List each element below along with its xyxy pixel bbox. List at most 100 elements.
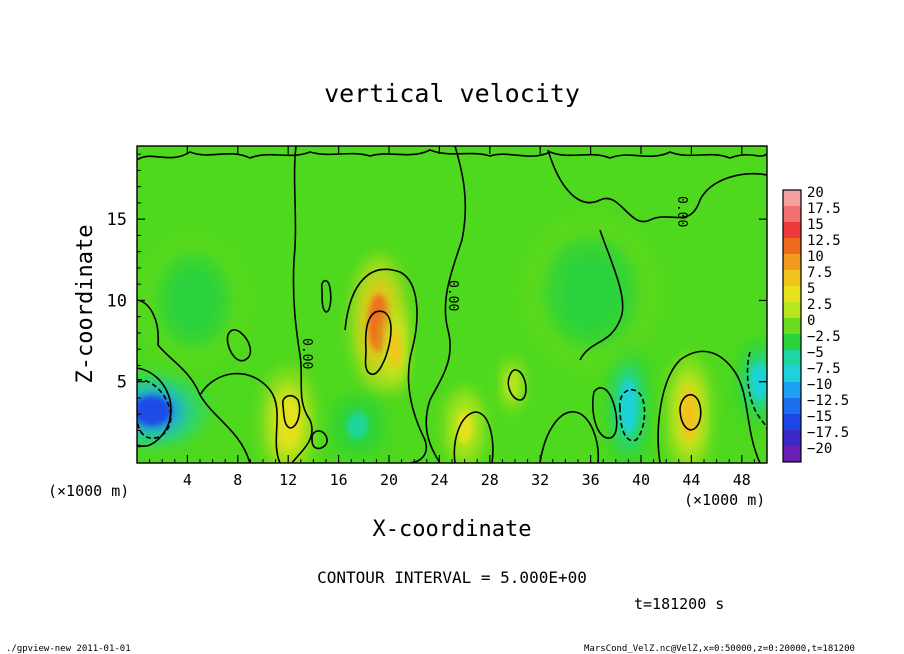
contour-line bbox=[137, 149, 767, 161]
field-core bbox=[172, 271, 216, 330]
colorbar-label: −20 bbox=[807, 441, 832, 457]
x-tick-label: 12 bbox=[279, 471, 297, 489]
contour-line bbox=[453, 411, 494, 463]
x-tick-label: 44 bbox=[682, 471, 700, 489]
field-core bbox=[137, 395, 172, 427]
field-core bbox=[563, 258, 618, 327]
x-tick-label: 24 bbox=[430, 471, 448, 489]
colorbar-label: 5 bbox=[807, 281, 815, 297]
field-core bbox=[456, 410, 473, 445]
colorbar-label: 20 bbox=[807, 185, 824, 201]
colorbar: 2017.51512.5107.552.50−2.5−5−7.5−10−12.5… bbox=[782, 185, 849, 463]
colorbar-swatch bbox=[783, 190, 801, 207]
contour-line bbox=[657, 350, 761, 463]
colorbar-label: −2.5 bbox=[807, 329, 841, 345]
contour-label: 0.00 bbox=[674, 196, 689, 227]
y-tick-label: 5 bbox=[117, 373, 127, 393]
chart-title: vertical velocity bbox=[324, 79, 580, 108]
contour-line bbox=[226, 329, 252, 362]
time-label: t=181200 s bbox=[634, 595, 724, 613]
contour-line bbox=[679, 393, 702, 431]
colorbar-label: −17.5 bbox=[807, 425, 849, 441]
contour-line bbox=[364, 310, 392, 376]
field-core bbox=[277, 398, 300, 447]
footer-right: MarsCond_VelZ.nc@VelZ,x=0:50000,z=0:2000… bbox=[584, 644, 855, 654]
footer-left: ./gpview-new 2011-01-01 bbox=[6, 644, 131, 654]
colorbar-swatch bbox=[783, 206, 801, 223]
x-tick-label: 32 bbox=[531, 471, 549, 489]
contour-line bbox=[137, 299, 251, 463]
contour-line bbox=[137, 367, 172, 447]
field-core bbox=[679, 388, 698, 440]
x-axis-ticks: 4 8 12 16 20 24 28 32 36 40 44 48 bbox=[149, 146, 755, 489]
colorbar-label: −10 bbox=[807, 377, 832, 393]
colorbar-swatch bbox=[783, 366, 801, 383]
x-tick-label: 20 bbox=[380, 471, 398, 489]
colorbar-label: 12.5 bbox=[807, 233, 841, 249]
contour-line bbox=[592, 387, 618, 439]
x-tick-label: 16 bbox=[330, 471, 348, 489]
contour-line bbox=[320, 279, 332, 313]
x-tick-label: 36 bbox=[582, 471, 600, 489]
colorbar-swatch bbox=[783, 238, 801, 255]
colorbar-swatch bbox=[783, 382, 801, 399]
colorbar-swatch bbox=[783, 318, 801, 335]
colorbar-label: −15 bbox=[807, 409, 832, 425]
field-core bbox=[389, 330, 401, 368]
field-core bbox=[750, 363, 767, 401]
colorbar-swatch bbox=[783, 222, 801, 239]
field-core bbox=[346, 412, 369, 440]
colorbar-swatch bbox=[783, 446, 801, 463]
colorbar-label: −12.5 bbox=[807, 393, 849, 409]
contour-interval: CONTOUR INTERVAL = 5.000E+00 bbox=[317, 568, 587, 587]
contour-lines bbox=[137, 146, 767, 463]
contour-line bbox=[579, 229, 624, 361]
colorbar-label: 0 bbox=[807, 313, 815, 329]
colorbar-swatch bbox=[783, 286, 801, 303]
y-tick-label: 15 bbox=[107, 210, 127, 230]
contour-line-negative bbox=[618, 388, 646, 442]
contour-label: 0.00 bbox=[299, 338, 314, 369]
colorbar-swatch bbox=[783, 430, 801, 447]
contour-line-negative bbox=[746, 351, 767, 431]
contour-line bbox=[539, 411, 600, 463]
colorbar-swatch bbox=[783, 254, 801, 271]
colorbar-label: −7.5 bbox=[807, 361, 841, 377]
colorbar-swatch bbox=[783, 302, 801, 319]
colorbar-label: −5 bbox=[807, 345, 824, 361]
contour-line bbox=[547, 149, 767, 223]
colorbar-swatch bbox=[783, 414, 801, 431]
contour-line bbox=[199, 372, 281, 463]
contour-line bbox=[282, 394, 301, 429]
contour-label: 0.00 bbox=[445, 280, 460, 311]
x-tick-label: 28 bbox=[481, 471, 499, 489]
contour-line bbox=[291, 146, 313, 463]
x-unit-right: (×1000 m) bbox=[684, 491, 765, 509]
y-axis-label: Z-coordinate bbox=[73, 225, 98, 384]
x-tick-label: 4 bbox=[183, 471, 192, 489]
x-axis-label: X-coordinate bbox=[373, 517, 532, 542]
contour-line bbox=[344, 268, 428, 463]
contour-line bbox=[425, 146, 467, 463]
plot-area bbox=[137, 146, 767, 463]
x-unit-left: (×1000 m) bbox=[48, 482, 129, 500]
contour-line bbox=[507, 369, 527, 401]
colorbar-swatch bbox=[783, 270, 801, 287]
colorbar-label: 7.5 bbox=[807, 265, 832, 281]
colorbar-swatch bbox=[783, 398, 801, 415]
colorbar-label: 17.5 bbox=[807, 201, 841, 217]
colorbar-label: 15 bbox=[807, 217, 824, 233]
x-tick-label: 40 bbox=[632, 471, 650, 489]
colorbar-label: 10 bbox=[807, 249, 824, 265]
y-axis-ticks: 5 10 15 bbox=[107, 153, 767, 448]
contour-line bbox=[311, 430, 328, 450]
x-tick-label: 8 bbox=[233, 471, 242, 489]
colorbar-frame bbox=[782, 189, 802, 463]
colorbar-swatch bbox=[783, 334, 801, 351]
field-features bbox=[137, 212, 767, 463]
colorbar-label: 2.5 bbox=[807, 297, 832, 313]
x-tick-label: 48 bbox=[733, 471, 751, 489]
y-tick-label: 10 bbox=[107, 291, 127, 311]
colorbar-swatch bbox=[783, 350, 801, 367]
